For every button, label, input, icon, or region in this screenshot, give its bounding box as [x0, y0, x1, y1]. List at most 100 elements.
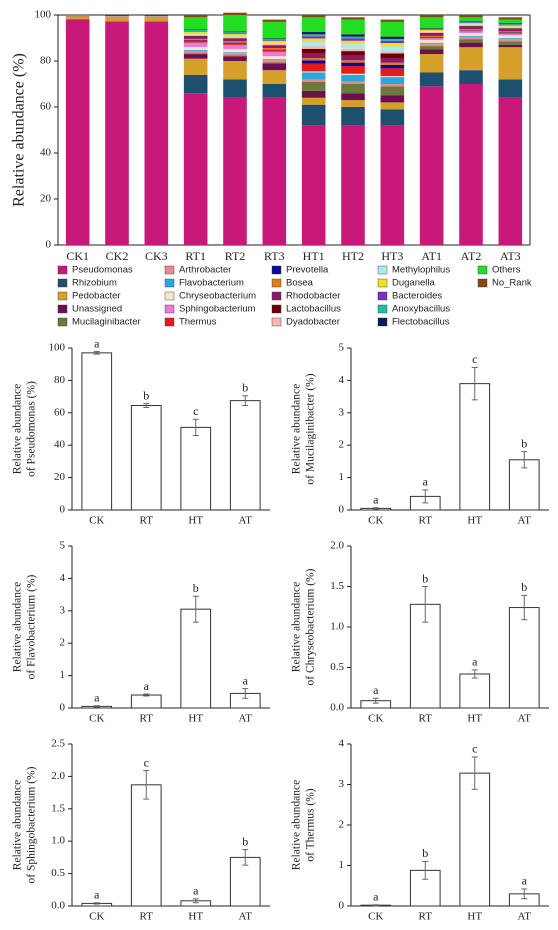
bar-segment	[183, 29, 208, 32]
significance-letter: c	[144, 755, 149, 769]
y-tick-label: 20	[40, 193, 52, 205]
y-tick-label: 1	[339, 859, 345, 871]
legend-label: Chryseobacterium	[179, 291, 256, 302]
y-tick-label: 2.0	[330, 540, 344, 552]
significance-letter: c	[193, 404, 198, 418]
x-tick-label: AT	[518, 911, 532, 923]
legend-swatch	[377, 304, 388, 314]
x-tick-label: AT2	[461, 249, 482, 263]
x-tick-label: RT	[419, 713, 433, 725]
x-tick-label: AT	[239, 911, 253, 923]
bar-segment	[301, 48, 326, 54]
bar-segment	[380, 19, 405, 22]
bar-segment	[459, 84, 483, 245]
significance-letter: b	[242, 834, 248, 848]
bar-segment	[459, 36, 483, 40]
bar-segment	[341, 73, 365, 75]
bar-segment	[419, 38, 444, 40]
bar-segment	[183, 58, 208, 75]
significance-letter: b	[422, 846, 428, 860]
bar-segment	[380, 21, 405, 37]
bar-segment	[498, 32, 523, 34]
bar-segment	[498, 19, 523, 24]
bar-segment	[459, 31, 483, 34]
significance-letter: b	[521, 580, 527, 594]
bar-segment	[380, 36, 405, 39]
bar-segment	[183, 34, 208, 35]
bar-segment	[341, 55, 365, 61]
bar-segment	[183, 42, 208, 47]
bar-segment	[380, 102, 405, 110]
bar-segment	[301, 63, 326, 72]
x-tick-label: RT3	[264, 249, 285, 263]
bar	[180, 426, 212, 511]
bar-segment	[459, 39, 483, 43]
bar-segment	[498, 25, 523, 27]
significance-letter: a	[144, 679, 150, 693]
legend-label: Methylophilus	[392, 265, 450, 276]
y-axis-label: Relative abundance	[12, 780, 24, 870]
bar-segment	[223, 79, 247, 98]
bar-segment	[459, 42, 483, 48]
y-tick-label: 100	[35, 9, 52, 21]
bar-segment	[183, 38, 208, 41]
bar	[81, 352, 113, 511]
bar-segment	[301, 60, 326, 64]
x-tick-label: HT	[188, 911, 203, 923]
bar-segment	[301, 79, 326, 82]
legend-swatch	[271, 278, 282, 288]
bar-segment	[498, 39, 523, 42]
bar-segment	[419, 33, 444, 36]
bar	[130, 784, 162, 907]
bar-segment	[459, 70, 483, 84]
bar-segment	[459, 23, 483, 25]
bar-segment	[262, 19, 287, 22]
bar-segment	[380, 77, 405, 84]
bar-segment	[380, 51, 405, 54]
bar	[229, 400, 261, 511]
legend-swatch	[57, 278, 68, 288]
bar-segment	[341, 74, 365, 82]
bar-segment	[419, 31, 444, 33]
bar-segment	[301, 104, 326, 126]
bar-segment	[183, 40, 208, 43]
bar-segment	[262, 84, 287, 98]
y-axis-label: Relative abundance	[291, 384, 303, 474]
bar-segment	[183, 15, 208, 18]
bar-segment	[459, 26, 483, 27]
y-tick-label: 0	[339, 900, 345, 912]
bar-segment	[262, 49, 287, 52]
bar-segment	[183, 74, 208, 94]
legend-swatch	[271, 291, 282, 301]
bar-segment	[262, 45, 287, 46]
legend-label: Unassigned	[72, 304, 122, 315]
bar-segment	[262, 60, 287, 63]
y-tick-label: 80	[40, 55, 52, 67]
bar-segment	[498, 41, 523, 45]
bar-segment	[459, 24, 483, 27]
bar-segment	[301, 38, 326, 42]
significance-letter: a	[243, 673, 249, 687]
bar-segment	[301, 32, 326, 35]
y-axis-label: of Flavobacterium (%)	[26, 574, 38, 679]
bar-segment	[419, 29, 444, 30]
x-tick-label: CK	[89, 515, 104, 527]
legend-swatch	[164, 304, 175, 314]
bar-segment	[223, 56, 247, 61]
bar-segment	[459, 30, 483, 32]
bar-segment	[301, 17, 326, 33]
bar-segment	[341, 17, 365, 20]
bar-segment	[341, 107, 365, 126]
y-axis-label: of Pseudomonas (%)	[26, 381, 38, 477]
y-tick-label: 3	[60, 604, 66, 616]
bar-segment	[459, 22, 483, 24]
bar-segment	[105, 16, 129, 22]
y-tick-label: 60	[54, 406, 66, 418]
legend-label: Rhodobacter	[286, 291, 340, 302]
bar-segment	[183, 34, 208, 36]
legend-swatch	[377, 278, 388, 288]
bar-segment	[223, 32, 247, 34]
bar-segment	[223, 55, 247, 57]
legend-swatch	[477, 265, 488, 275]
legend-label: No_Rank	[492, 278, 532, 289]
